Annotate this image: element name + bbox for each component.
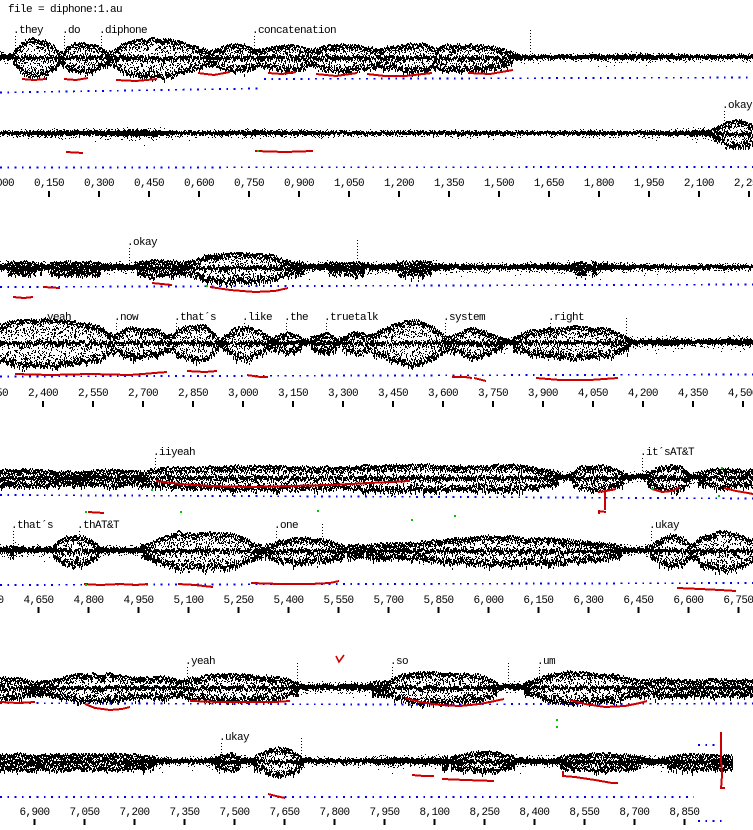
svg-text:2,100: 2,100 <box>684 178 714 190</box>
svg-text:3,900: 3,900 <box>528 388 558 400</box>
svg-text:3,000: 3,000 <box>228 388 258 400</box>
svg-text:.thAT&T: .thAT&T <box>77 520 120 532</box>
svg-text:.do: .do <box>62 25 80 37</box>
svg-text:7,650: 7,650 <box>269 807 299 819</box>
svg-text:7,800: 7,800 <box>319 807 349 819</box>
svg-text:.system: .system <box>443 312 486 324</box>
svg-text:4,500: 4,500 <box>728 388 753 400</box>
svg-text:file = diphone:1.au: file = diphone:1.au <box>8 4 122 16</box>
svg-text:4,800: 4,800 <box>73 595 103 607</box>
svg-text:1,050: 1,050 <box>334 178 364 190</box>
svg-text:5,250: 5,250 <box>223 595 253 607</box>
svg-text:0,300: 0,300 <box>84 178 114 190</box>
svg-text:.um: .um <box>537 656 556 668</box>
svg-text:.okay: .okay <box>722 100 753 112</box>
svg-text:.iiyeah: .iiyeah <box>153 447 195 459</box>
svg-text:.they: .they <box>13 25 44 37</box>
svg-text:.like: .like <box>242 312 272 324</box>
svg-text:3,150: 3,150 <box>278 388 308 400</box>
svg-text:5,550: 5,550 <box>323 595 353 607</box>
svg-text:2,850: 2,850 <box>178 388 208 400</box>
svg-text:3,300: 3,300 <box>328 388 358 400</box>
svg-text:4,950: 4,950 <box>123 595 153 607</box>
svg-text:8,400: 8,400 <box>519 807 549 819</box>
svg-text:1,800: 1,800 <box>584 178 614 190</box>
svg-text:4,650: 4,650 <box>23 595 53 607</box>
svg-text:6,900: 6,900 <box>19 807 49 819</box>
svg-text:5,100: 5,100 <box>173 595 203 607</box>
svg-text:0,600: 0,600 <box>184 178 214 190</box>
svg-text:.ukay: .ukay <box>649 520 680 532</box>
svg-text:6,750: 6,750 <box>723 595 753 607</box>
svg-text:7,350: 7,350 <box>169 807 199 819</box>
svg-text:1,950: 1,950 <box>634 178 664 190</box>
svg-text:.the: .the <box>284 312 308 324</box>
svg-text:7,500: 7,500 <box>219 807 249 819</box>
svg-text:4,200: 4,200 <box>628 388 658 400</box>
svg-text:.now: .now <box>114 312 139 324</box>
svg-text:1,350: 1,350 <box>434 178 464 190</box>
svg-text:2,250: 2,250 <box>0 388 8 400</box>
svg-text:7,200: 7,200 <box>119 807 149 819</box>
svg-text:0,000: 0,000 <box>0 178 14 190</box>
svg-text:0,450: 0,450 <box>134 178 164 190</box>
svg-text:.right: .right <box>548 312 584 324</box>
svg-text:.yeah: .yeah <box>41 312 71 324</box>
svg-text:4,050: 4,050 <box>578 388 608 400</box>
svg-text:0,750: 0,750 <box>234 178 264 190</box>
svg-text:6,300: 6,300 <box>573 595 603 607</box>
svg-text:2,550: 2,550 <box>78 388 108 400</box>
svg-text:3,600: 3,600 <box>428 388 458 400</box>
svg-text:8,700: 8,700 <box>619 807 649 819</box>
svg-text:6,150: 6,150 <box>523 595 553 607</box>
svg-text:.ukay: .ukay <box>219 732 250 744</box>
svg-text:6,600: 6,600 <box>673 595 703 607</box>
svg-text:.it´sAT&T: .it´sAT&T <box>640 446 695 459</box>
svg-text:0,150: 0,150 <box>34 178 64 190</box>
svg-text:3,750: 3,750 <box>478 388 508 400</box>
svg-text:1,500: 1,500 <box>484 178 514 190</box>
svg-text:4,350: 4,350 <box>678 388 708 400</box>
svg-text:2,250: 2,250 <box>734 178 753 190</box>
svg-text:7,950: 7,950 <box>369 807 399 819</box>
svg-text:6,450: 6,450 <box>623 595 653 607</box>
svg-text:.that´s: .that´s <box>174 311 216 324</box>
svg-text:8,250: 8,250 <box>469 807 499 819</box>
svg-text:0,900: 0,900 <box>284 178 314 190</box>
svg-text:2,400: 2,400 <box>28 388 58 400</box>
svg-text:.truetalk: .truetalk <box>324 312 379 324</box>
svg-text:8,100: 8,100 <box>419 807 449 819</box>
svg-text:5,400: 5,400 <box>273 595 303 607</box>
svg-text:.diphone: .diphone <box>99 25 147 37</box>
svg-text:5,700: 5,700 <box>373 595 403 607</box>
svg-text:.okay: .okay <box>127 237 158 249</box>
svg-text:1,200: 1,200 <box>384 178 414 190</box>
svg-text:2,700: 2,700 <box>128 388 158 400</box>
svg-text:.that´s: .that´s <box>11 519 53 532</box>
svg-text:8,550: 8,550 <box>569 807 599 819</box>
svg-text:.yeah: .yeah <box>185 656 215 668</box>
svg-text:8,850: 8,850 <box>669 807 699 819</box>
svg-text:3,450: 3,450 <box>378 388 408 400</box>
svg-text:4,500: 4,500 <box>0 595 4 607</box>
svg-text:7,050: 7,050 <box>69 807 99 819</box>
svg-text:5,850: 5,850 <box>423 595 453 607</box>
svg-text:.one: .one <box>274 520 298 532</box>
svg-text:.concatenation: .concatenation <box>252 25 336 37</box>
svg-text:6,000: 6,000 <box>473 595 503 607</box>
svg-text:.so: .so <box>390 656 408 668</box>
svg-text:1,650: 1,650 <box>534 178 564 190</box>
